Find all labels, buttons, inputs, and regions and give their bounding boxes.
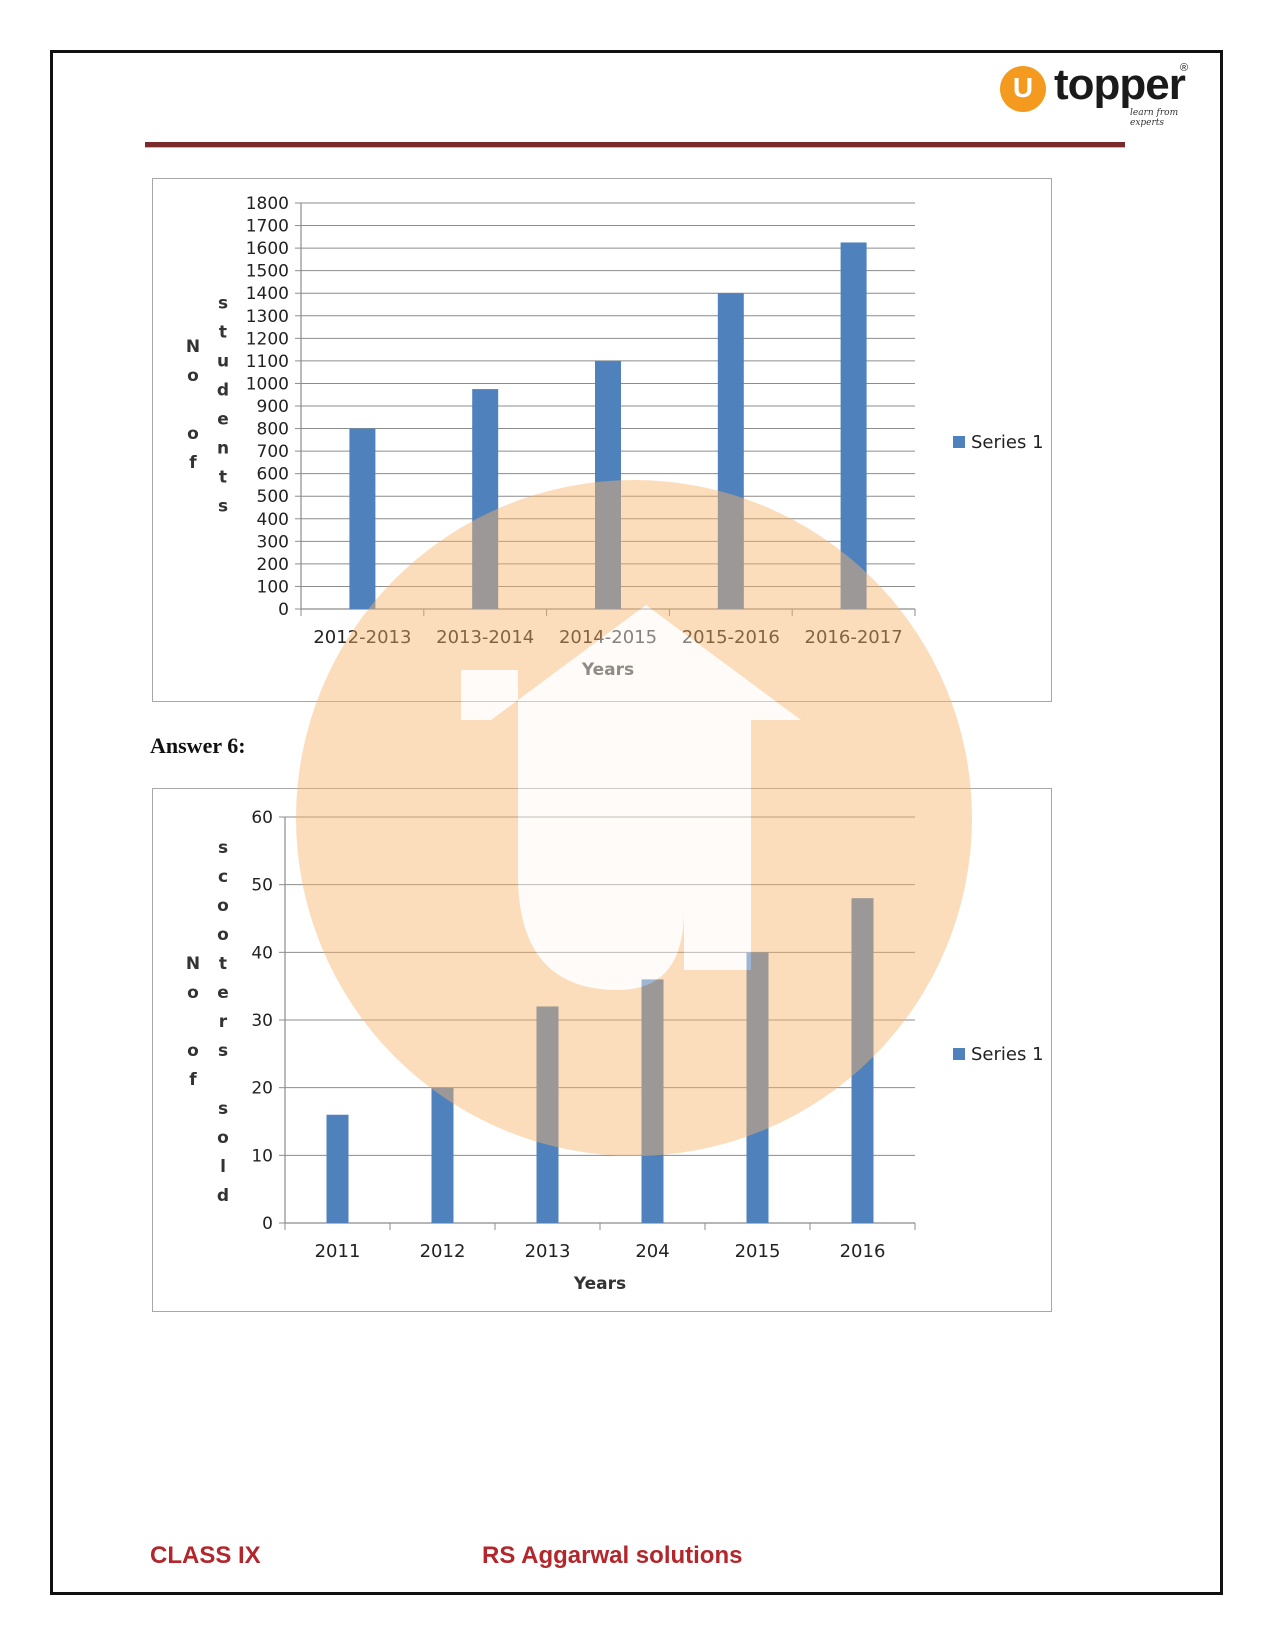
scooters-bar-chart: 0 10 20 30 40 50 60 2011 2012 2013 204 2015 2016 Year… <box>152 788 1052 1312</box>
legend-entry: Series 1 <box>971 1044 1044 1065</box>
y-tick-label: 300 <box>257 532 289 552</box>
bar <box>326 1114 349 1223</box>
x-axis-label: Years <box>573 1274 626 1294</box>
y-axis-label-letter: f <box>189 453 197 473</box>
y-axis-label-letter: o <box>187 366 199 386</box>
y-tick-label: 40 <box>251 943 273 963</box>
y-tick-label: 1700 <box>246 217 289 237</box>
x-tick-label: 2011 <box>315 1241 361 1262</box>
y-tick-label: 1300 <box>246 307 289 327</box>
legend-swatch <box>953 436 965 448</box>
y-axis-label-letter: N <box>186 337 200 357</box>
bar <box>851 898 874 1223</box>
bar <box>746 952 769 1223</box>
bar <box>536 1006 559 1223</box>
y-axis-label-letter: e <box>217 983 229 1003</box>
y-tick-label: 100 <box>257 577 289 597</box>
y-tick-label: 1200 <box>246 329 289 349</box>
y-axis-label-letter: o <box>187 424 199 444</box>
bar <box>717 293 744 609</box>
brand-logo: U topper ® learn from experts <box>1000 60 1200 128</box>
x-axis-label: Years <box>581 660 634 680</box>
y-tick-label: 900 <box>257 397 289 417</box>
bar <box>595 360 621 609</box>
y-axis-label-letter: r <box>219 1012 228 1032</box>
answer-heading: Answer 6: <box>150 733 246 758</box>
x-tick-label: 2015 <box>735 1241 781 1262</box>
x-tick-label: 2012 <box>420 1241 466 1262</box>
y-tick-label: 700 <box>257 442 289 462</box>
y-axis-label-letter: d <box>217 1186 229 1206</box>
page-frame <box>50 50 1223 1595</box>
brand-name: topper <box>1054 60 1186 109</box>
y-axis-label-letter: f <box>189 1070 197 1090</box>
y-axis-label-letter: d <box>217 381 229 401</box>
y-axis-label-letter: N <box>186 954 200 974</box>
footer-book-title: RS Aggarwal solutions <box>482 1542 743 1569</box>
y-axis-label-letter: u <box>217 352 229 372</box>
y-tick-label: 30 <box>251 1011 273 1031</box>
logo-mark-icon: U <box>1000 66 1046 112</box>
x-tick-label: 2013-2014 <box>436 627 534 648</box>
y-tick-label: 1800 <box>246 194 289 214</box>
students-bar-chart: 0 100 200 300 400 500 600 700 800 900 1000 1100 1200… <box>152 178 1052 702</box>
y-axis-label-letter: c <box>218 867 228 887</box>
x-tick-label: 2015-2016 <box>682 627 780 648</box>
y-tick-label: 1100 <box>246 352 289 372</box>
y-tick-label: 600 <box>257 465 289 485</box>
y-axis-label-letter: t <box>219 954 227 974</box>
y-axis-label-letter: t <box>219 323 227 343</box>
y-axis-label-letter: o <box>217 925 229 945</box>
y-tick-label: 10 <box>251 1146 273 1166</box>
bar <box>641 979 664 1223</box>
scooters-chart-svg: 0 10 20 30 40 50 60 2011 2012 2013 204 2015 2016 Year… <box>186 808 1044 1294</box>
y-tick-label: 50 <box>251 876 273 896</box>
bar <box>472 389 499 609</box>
footer-class-label: CLASS IX <box>150 1542 261 1569</box>
x-tick-label: 2013 <box>525 1241 571 1262</box>
y-axis-label-letter: l <box>220 1157 226 1177</box>
y-axis-label-letter: s <box>218 294 228 314</box>
brand-tagline: learn from experts <box>1130 108 1179 128</box>
y-tick-label: 1600 <box>246 239 289 259</box>
y-axis-label-letter: o <box>217 896 229 916</box>
x-tick-label: 2016-2017 <box>805 627 903 648</box>
y-tick-label: 1000 <box>246 374 289 394</box>
y-tick-label: 0 <box>278 600 289 620</box>
y-axis-label-letter: t <box>219 468 227 488</box>
y-axis-label-letter: o <box>217 1128 229 1148</box>
y-axis-label-letter: s <box>218 497 228 517</box>
legend-swatch <box>953 1048 965 1060</box>
y-tick-label: 800 <box>257 420 289 440</box>
y-axis-label-letter: s <box>218 838 228 858</box>
registered-mark: ® <box>1180 62 1189 74</box>
y-axis-label-letter: n <box>217 439 229 459</box>
x-tick-label: 2014-2015 <box>559 627 657 648</box>
y-axis-label-letter: s <box>218 1041 228 1061</box>
x-tick-label: 204 <box>635 1241 669 1262</box>
y-tick-label: 400 <box>257 510 289 530</box>
y-tick-label: 1500 <box>246 262 289 282</box>
x-tick-label: 2012-2013 <box>313 627 411 648</box>
bar <box>431 1087 454 1223</box>
y-tick-label: 200 <box>257 555 289 575</box>
y-tick-label: 20 <box>251 1079 273 1099</box>
y-axis-label-letter: e <box>217 410 229 430</box>
legend-entry: Series 1 <box>971 432 1044 453</box>
header-rule <box>145 142 1125 148</box>
x-tick-label: 2016 <box>840 1241 886 1262</box>
y-axis-label-letter: s <box>218 1099 228 1119</box>
y-tick-label: 500 <box>257 487 289 507</box>
y-axis-label-letter: o <box>187 983 199 1003</box>
y-tick-label: 1400 <box>246 284 289 304</box>
y-tick-label: 60 <box>251 808 273 828</box>
y-tick-label: 0 <box>262 1214 273 1234</box>
bar <box>349 428 376 609</box>
y-axis-label-letter: o <box>187 1041 199 1061</box>
bar <box>840 242 867 609</box>
